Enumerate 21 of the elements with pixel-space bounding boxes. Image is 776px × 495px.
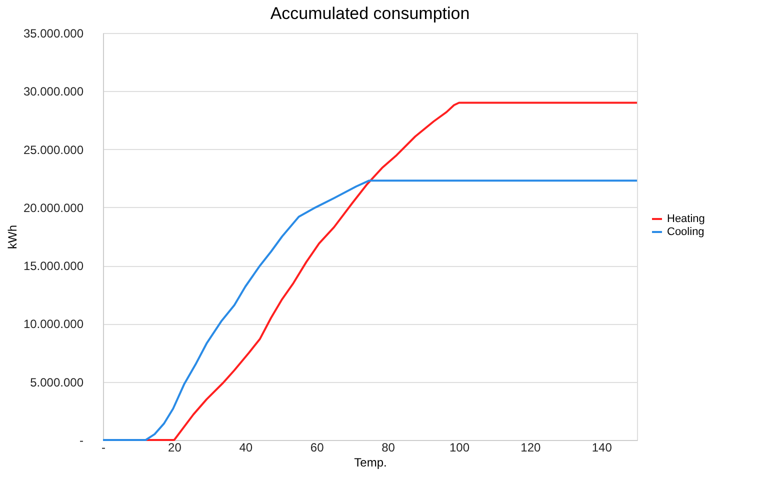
x-tick-label: 120 — [520, 440, 542, 454]
y-tick-label: 5.000.000 — [30, 375, 84, 390]
y-tick-label: 15.000.000 — [23, 259, 84, 274]
legend-label: Cooling — [667, 226, 704, 238]
y-tick-label: 10.000.000 — [23, 317, 84, 332]
x-tick-label: 40 — [239, 440, 253, 454]
y-tick-label: 30.000.000 — [23, 84, 84, 99]
y-tick-label: 20.000.000 — [23, 200, 84, 215]
x-tick-label: - — [102, 440, 106, 454]
chart-title: Accumulated consumption — [270, 4, 470, 23]
x-tick-label: 20 — [168, 440, 182, 454]
x-tick-label: 100 — [449, 440, 470, 454]
x-tick-label: 80 — [382, 440, 396, 454]
y-tick-label: 25.000.000 — [23, 142, 84, 157]
legend-label: Heating — [667, 213, 705, 225]
y-tick-label: 35.000.000 — [23, 26, 84, 40]
x-tick-label: 140 — [592, 440, 612, 454]
y-axis-title: kWh — [5, 225, 20, 249]
x-axis-title: Temp. — [354, 456, 387, 470]
x-tick-label: 60 — [310, 440, 324, 454]
line-series — [144, 102, 638, 441]
